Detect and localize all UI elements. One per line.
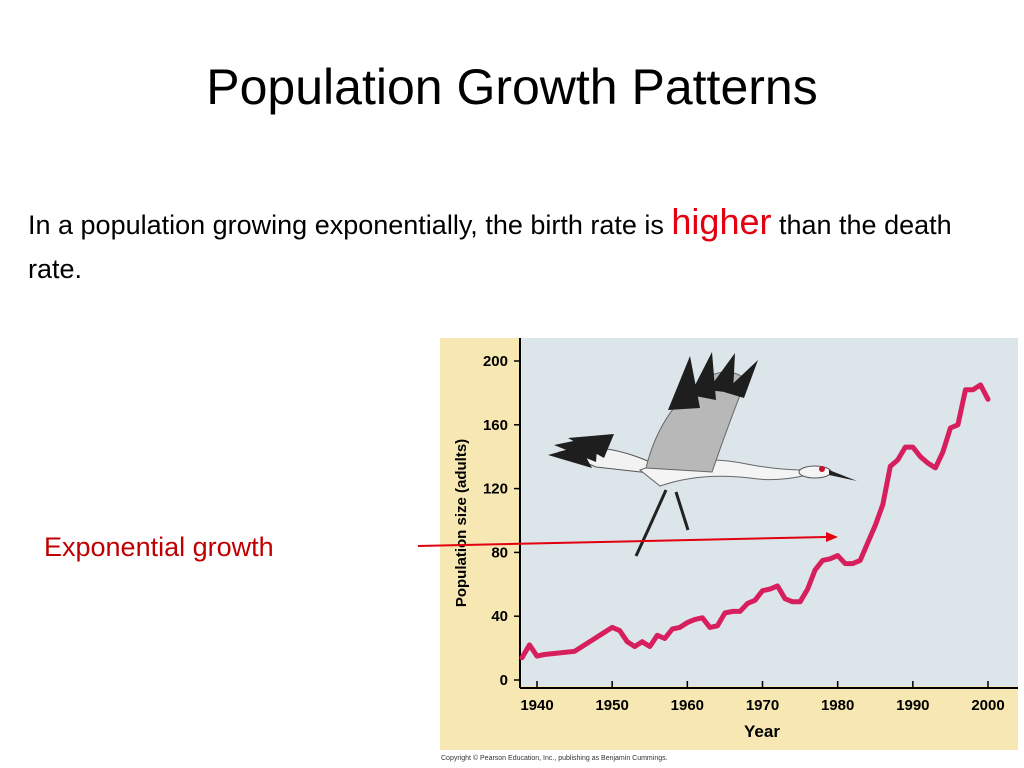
exponential-growth-label: Exponential growth (44, 532, 274, 562)
highlight-word: higher (671, 201, 772, 242)
body-text-start: In a population growing exponentially, t… (28, 210, 672, 240)
x-tick-label: 1960 (671, 697, 704, 714)
x-axis-label: Year (744, 722, 780, 741)
ticks-layer: 1940 1950 1960 1970 1980 1990 2000 0 40 80 120 160 2… (483, 353, 1005, 714)
x-tick-label: 1940 (520, 697, 553, 714)
x-tick-label: 2000 (971, 697, 1004, 714)
x-tick-label: 1970 (746, 697, 779, 714)
y-tick-label: 80 (491, 544, 508, 561)
slide-title: Population Growth Patterns (206, 59, 818, 115)
crane-icon (548, 352, 857, 557)
y-tick-label: 160 (483, 417, 508, 434)
y-tick-label: 120 (483, 481, 508, 498)
body-text: In a population growing exponentially, t… (28, 200, 998, 291)
y-axis-label: Population size (adults) (453, 439, 470, 607)
annotation-arrowhead (826, 532, 838, 542)
plot-area (522, 338, 1018, 686)
x-tick-label: 1980 (821, 697, 854, 714)
y-tick-label: 0 (500, 672, 508, 689)
y-tick-label: 200 (483, 353, 508, 370)
population-series-line (519, 382, 991, 661)
x-tick-label: 1990 (896, 697, 929, 714)
y-tick-label: 40 (491, 608, 508, 625)
x-tick-label: 1950 (595, 697, 628, 714)
body-text-end: than the death rate. (28, 210, 952, 284)
copyright-text: Copyright © Pearson Education, Inc., pub… (441, 755, 668, 762)
annotation-arrow (417, 536, 827, 547)
